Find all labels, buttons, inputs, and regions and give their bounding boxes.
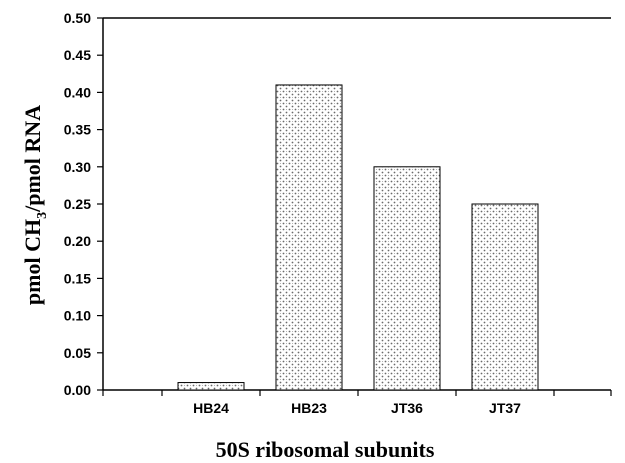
y-tick-label: 0.10	[64, 308, 91, 324]
x-tick-label-jt36: JT36	[391, 400, 423, 416]
y-tick-label: 0.05	[64, 345, 91, 361]
bar-hb23	[275, 84, 343, 391]
bar-hb24	[177, 382, 245, 391]
x-tick-label-jt37: JT37	[489, 400, 521, 416]
y-axis-title-prefix: pmol CH	[20, 219, 45, 305]
y-tick-label: 0.40	[64, 84, 91, 100]
x-tick-label-hb24: HB24	[193, 400, 229, 416]
y-axis-ticks: 0.00 0.05 0.10 0.15 0.20 0.25 0.30 0.35 0.40 0.45…	[64, 10, 103, 398]
y-tick-label: 0.20	[64, 233, 91, 249]
bar-jt36	[373, 166, 441, 391]
y-axis-title-suffix: /pmol RNA	[20, 105, 45, 213]
y-tick-label: 0.35	[64, 122, 91, 138]
x-tick-label-hb23: HB23	[291, 400, 327, 416]
y-axis-title-subscript: 3	[35, 212, 50, 219]
y-tick-label: 0.30	[64, 159, 91, 175]
y-tick-label: 0.45	[64, 47, 91, 63]
bars	[177, 84, 539, 391]
bar-jt37	[471, 203, 539, 391]
y-tick-label: 0.50	[64, 10, 91, 26]
x-axis-title: 50S ribosomal subunits	[216, 437, 435, 462]
y-tick-label: 0.00	[64, 382, 91, 398]
y-tick-label: 0.15	[64, 270, 91, 286]
y-axis-title: pmol CH3/pmol RNA	[20, 105, 50, 305]
y-tick-label: 0.25	[64, 196, 91, 212]
x-axis-ticks: HB24 HB23 JT36 JT37	[102, 390, 612, 416]
